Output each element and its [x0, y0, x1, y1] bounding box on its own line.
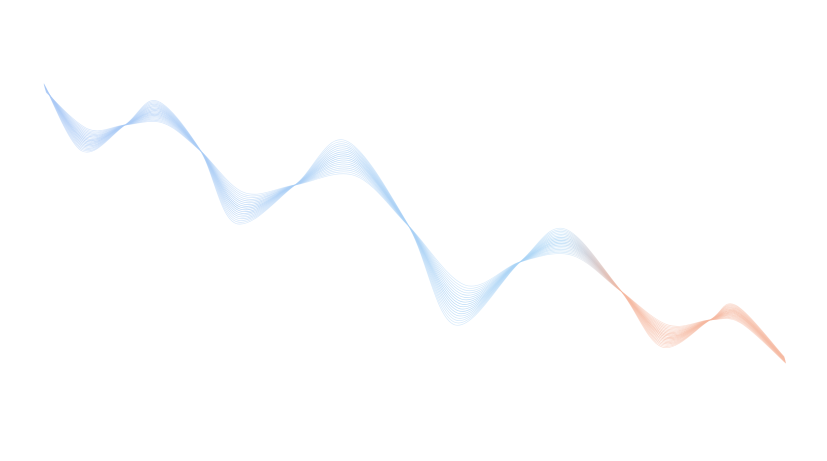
wave-line	[45, 92, 787, 364]
wave-line	[43, 84, 785, 358]
wave-line	[43, 83, 785, 358]
wave-line	[45, 90, 786, 363]
wave-line	[44, 85, 785, 359]
wave-line	[45, 90, 786, 363]
wave-line	[43, 84, 785, 359]
wave-lines	[43, 83, 787, 364]
wave-line	[44, 87, 786, 360]
wave-line	[45, 89, 786, 362]
wave-line	[45, 91, 786, 363]
wave-line	[45, 91, 787, 364]
wave-line	[43, 83, 785, 357]
wave-line	[45, 89, 786, 362]
wave-line	[44, 85, 785, 359]
wave-line	[44, 86, 785, 360]
wave-line	[44, 87, 786, 361]
wave-line	[44, 88, 786, 361]
wave-line	[44, 88, 786, 361]
